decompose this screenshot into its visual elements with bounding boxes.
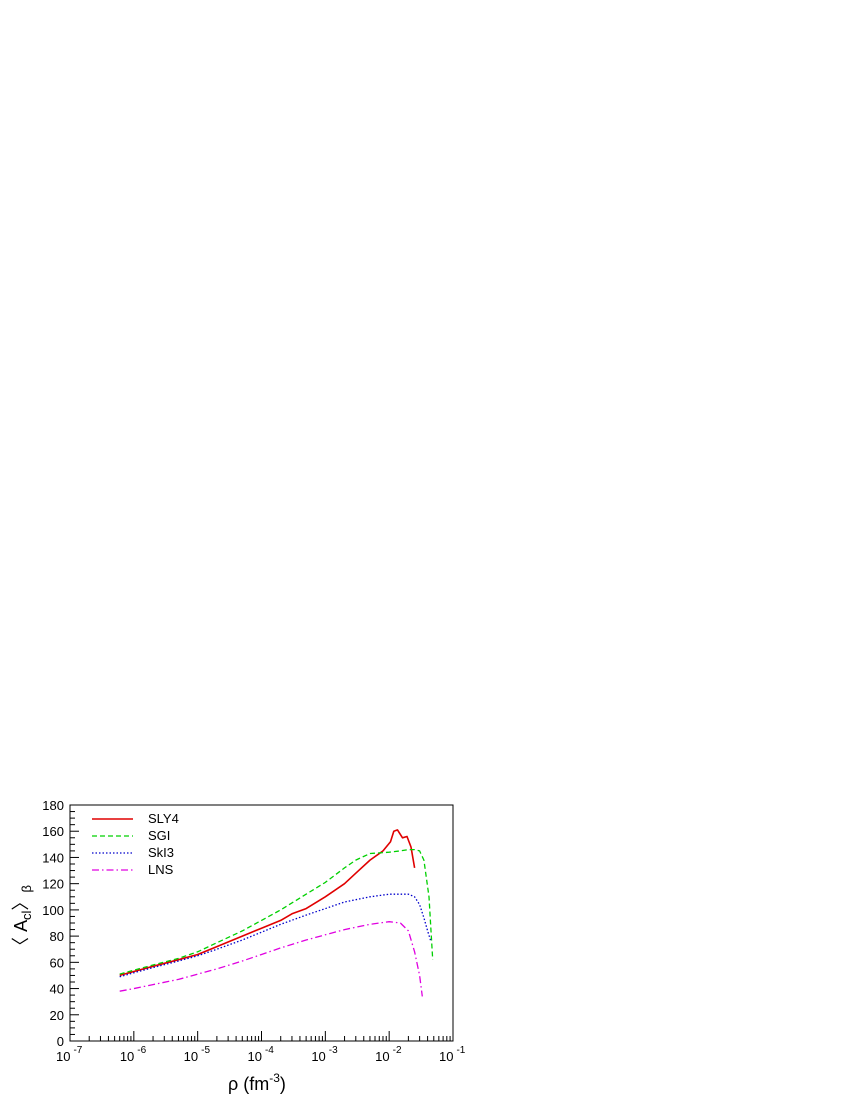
x-tick-label: 10 -6	[120, 1045, 147, 1064]
legend-label-sgi: SGI	[148, 828, 170, 843]
series-line-sly4	[119, 829, 416, 977]
series-line-lns	[119, 921, 423, 997]
x-tick-label: 10 -3	[311, 1045, 338, 1064]
y-tick-label: 100	[42, 903, 64, 918]
x-tick-label: 10 -4	[248, 1045, 275, 1064]
x-tick-label: 10 -2	[375, 1045, 402, 1064]
y-tick-labels: 0 20 40 60 80 100 120 140 160 180	[42, 798, 64, 1049]
legend: SLY4 SGI SkI3 LNS	[92, 811, 179, 877]
legend-label-sly4: SLY4	[148, 811, 179, 826]
y-tick-label: 20	[50, 1008, 64, 1023]
series-line-ski3	[119, 893, 432, 978]
y-tick-label: 0	[57, 1034, 64, 1049]
plot-frame	[69, 804, 454, 1042]
legend-label-ski3: SkI3	[148, 845, 174, 860]
y-tick-label: 140	[42, 850, 64, 865]
y-tick-label: 160	[42, 824, 64, 839]
y-tick-label: 80	[50, 929, 64, 944]
y-axis-title: 〈 Acl〉β	[11, 885, 34, 955]
x-tick-label: 10 -5	[184, 1045, 211, 1064]
x-tick-labels: 10 -7 10 -6 10 -5 10 -4 10 -3 10 -2 10 -1	[56, 1045, 466, 1064]
x-axis-title: ρ (fm-3)	[228, 1071, 286, 1094]
legend-label-lns: LNS	[148, 862, 174, 877]
series-lines	[119, 829, 434, 997]
x-tick-label: 10 -1	[439, 1045, 466, 1064]
y-tick-label: 120	[42, 877, 64, 892]
x-tick-label: 10 -7	[56, 1045, 83, 1064]
y-tick-label: 180	[42, 798, 64, 813]
axis-ticks	[69, 804, 454, 1042]
y-tick-label: 60	[50, 955, 64, 970]
y-tick-label: 40	[50, 982, 64, 997]
